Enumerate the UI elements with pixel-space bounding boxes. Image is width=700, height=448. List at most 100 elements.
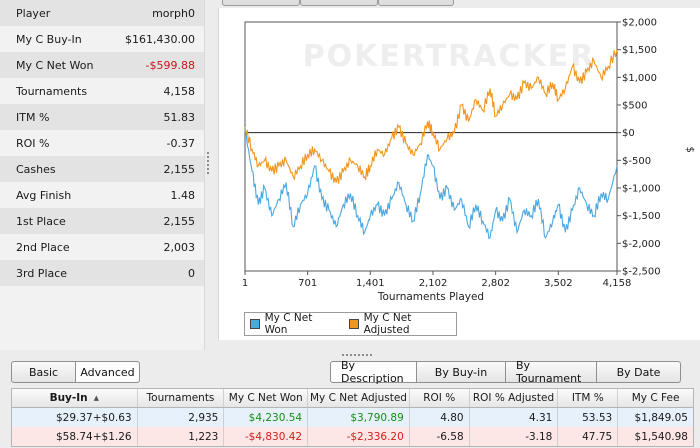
stat-value: morph0 [152, 6, 195, 20]
top-tab-strip [222, 0, 454, 6]
cell-buy-in: $58.74+$1.26 [12, 427, 138, 446]
stat-value: 1.48 [170, 188, 196, 202]
mode-toggle: Basic Advanced [11, 361, 140, 383]
stat-label: Cashes [16, 162, 56, 176]
stat-value: 4,158 [163, 84, 196, 98]
stat-label: Avg Finish [16, 188, 72, 202]
stat-label: My C Buy-In [16, 32, 82, 46]
series-line-net-won [244, 129, 618, 240]
cell-fee: $1,849.05 [634, 411, 688, 424]
y-tick-label: $-2,000 [622, 239, 661, 250]
top-tab[interactable] [300, 0, 378, 6]
cell-net-won: -$4,830.42 [224, 427, 309, 446]
column-header-net-adjusted[interactable]: My C Net Adjusted [308, 389, 410, 407]
cell-net-won: $4,230.54 [224, 408, 309, 427]
legend-item-net-won: My C Net Won [250, 312, 335, 336]
stat-row-3rd-place: 3rd Place 0 [0, 260, 204, 286]
by-description-button[interactable]: By Description [330, 359, 417, 385]
column-header-buy-in[interactable]: Buy-In ▲ [12, 389, 138, 407]
cell-net-adjusted: $3,790.89 [308, 408, 410, 427]
stat-label: Tournaments [16, 84, 88, 98]
y-tick-label: $2,000 [622, 18, 657, 29]
stat-value: 51.83 [163, 110, 196, 124]
stat-row-player: Player morph0 [0, 0, 204, 26]
stat-label: ITM % [16, 110, 50, 124]
stat-value: -$599.88 [145, 58, 195, 72]
column-header-net-won[interactable]: My C Net Won [224, 389, 309, 407]
legend-swatch [250, 319, 260, 329]
y-tick-label: $1,000 [622, 73, 657, 84]
stat-row-2nd-place: 2nd Place 2,003 [0, 234, 204, 260]
cell-roi: 4.80 [410, 408, 470, 427]
stat-label: My C Net Won [16, 58, 94, 72]
stat-label: Player [16, 6, 51, 20]
top-tab[interactable] [222, 0, 300, 6]
column-header-roi[interactable]: ROI % [410, 389, 470, 407]
stat-value: $161,430.00 [125, 32, 195, 46]
results-table: Buy-In ▲ Tournaments My C Net Won My C Ne… [11, 388, 694, 447]
cell-tournaments: 2,935 [138, 408, 225, 427]
stat-row-itm: ITM % 51.83 [0, 104, 204, 130]
y-tick-label: $500 [622, 101, 647, 112]
cell-fee: $1,540.98 [634, 430, 688, 443]
cell-net-adjusted: -$2,336.20 [308, 427, 410, 446]
top-tab[interactable] [378, 0, 454, 6]
advanced-button[interactable]: Advanced [76, 361, 140, 383]
stat-row-cashes: Cashes 2,155 [0, 156, 204, 182]
legend-label: My C Net Adjusted [363, 312, 412, 336]
stat-row-avg-finish: Avg Finish 1.48 [0, 182, 204, 208]
by-buy-in-button[interactable]: By Buy-in [417, 361, 506, 383]
y-tick-label: $1,500 [622, 45, 657, 56]
x-tick-label: 3,502 [544, 278, 573, 289]
stat-value: 0 [188, 266, 195, 280]
stats-panel: Player morph0 My C Buy-In $161,430.00 My C… [0, 0, 205, 350]
x-tick-label: 1,401 [356, 278, 385, 289]
stat-value: 2,155 [163, 162, 196, 176]
series-line-net-adjusted [244, 49, 618, 184]
table-header-row: Buy-In ▲ Tournaments My C Net Won My C Ne… [12, 389, 693, 408]
y-tick-label: $-1,500 [622, 211, 661, 222]
sort-ascending-icon: ▲ [93, 394, 100, 402]
y-tick-label: $-500 [622, 156, 651, 167]
x-tick-label: 4,158 [603, 278, 632, 289]
stat-label: 1st Place [16, 214, 66, 228]
column-header-itm[interactable]: ITM % [558, 389, 619, 407]
stat-row-tournaments: Tournaments 4,158 [0, 78, 204, 104]
stat-label: 3rd Place [16, 266, 68, 280]
stat-row-1st-place: 1st Place 2,155 [0, 208, 204, 234]
legend-label: My C Net Won [264, 312, 313, 336]
stat-row-net-won: My C Net Won -$599.88 [0, 52, 204, 78]
table-row[interactable]: $29.37+$0.63 2,935 $4,230.54 $3,790.89 4… [12, 408, 693, 427]
stat-value: 2,155 [163, 214, 196, 228]
y-tick-label: $-1,000 [622, 184, 661, 195]
stat-label: ROI % [16, 136, 50, 150]
y-tick-label: $-2,500 [622, 267, 661, 278]
by-tournament-button[interactable]: By Tournament [506, 359, 597, 385]
legend-swatch [348, 319, 359, 329]
x-tick-label: 2,802 [481, 278, 510, 289]
cell-roi-adjusted: -3.18 [470, 427, 559, 446]
stat-value: -0.37 [166, 136, 195, 150]
horizontal-splitter-handle[interactable] [342, 354, 372, 356]
x-axis-title: Tournaments Played [377, 291, 484, 303]
table-row[interactable]: $58.74+$1.26 1,223 -$4,830.42 -$2,336.20… [12, 427, 693, 446]
column-header-tournaments[interactable]: Tournaments [138, 389, 225, 407]
vertical-splitter-handle[interactable] [206, 152, 210, 174]
x-tick-label: 701 [298, 278, 317, 289]
cell-buy-in: $29.37+$0.63 [12, 408, 138, 427]
basic-button[interactable]: Basic [11, 361, 76, 383]
stat-label: 2nd Place [16, 240, 70, 254]
chart-panel: POKERTRACKER $2,000 $1,500 $1,000 $500 $0 $-50… [218, 8, 700, 340]
plot-area-frame [244, 21, 618, 272]
y-axis-title: $ [684, 147, 695, 153]
column-header-fee[interactable]: My C Fee [631, 392, 680, 404]
pokertracker-watermark: POKERTRACKER [303, 39, 596, 74]
by-date-button[interactable]: By Date [597, 361, 681, 383]
stat-row-buy-in: My C Buy-In $161,430.00 [0, 26, 204, 52]
chart-legend: My C Net Won My C Net Adjusted [244, 312, 457, 336]
x-tick-label: 1 [242, 278, 248, 289]
cell-tournaments: 1,223 [138, 427, 225, 446]
stat-value: 2,003 [163, 240, 196, 254]
column-header-roi-adjusted[interactable]: ROI % Adjusted [470, 389, 559, 407]
x-tick-label: 2,102 [419, 278, 448, 289]
